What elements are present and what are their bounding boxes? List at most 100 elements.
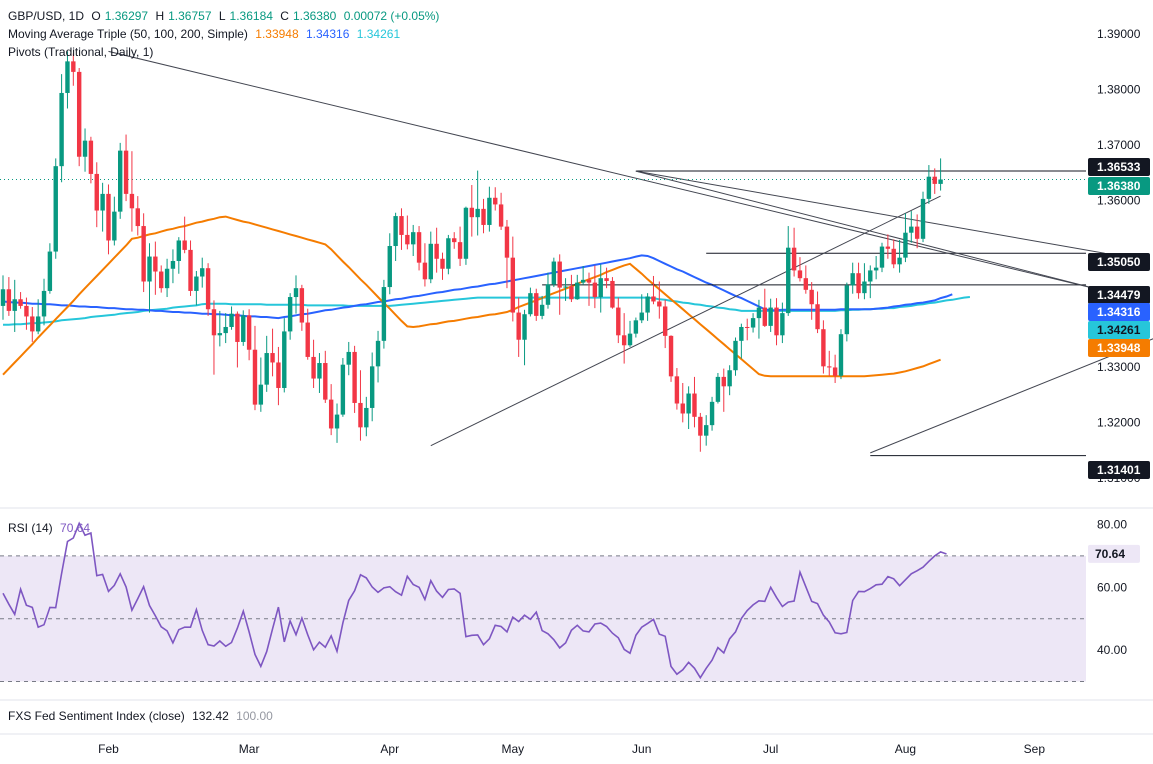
candle-body	[440, 258, 445, 269]
candle-body	[211, 309, 217, 336]
price-label-badge	[1088, 461, 1150, 479]
pivots-legend[interactable]: Pivots (Traditional, Daily, 1)	[8, 44, 157, 60]
high-label: H	[155, 9, 165, 23]
price-axis[interactable]: 1.39000 1.38000 1.37000 1.36000 1.33000 1.320…	[1088, 27, 1150, 485]
trendline	[108, 50, 1105, 292]
candle-body	[557, 261, 562, 288]
candle-body	[909, 226, 914, 233]
price-grid	[0, 507, 1153, 735]
candle-body	[164, 268, 170, 289]
price-tick-label: 1.32000	[1097, 415, 1141, 429]
time-tick-label: Mar	[239, 742, 260, 756]
price-label-badge	[1088, 321, 1150, 339]
symbol-label[interactable]: GBP/USD, 1D	[8, 9, 85, 23]
candle-body	[510, 257, 516, 313]
candle-body	[35, 316, 41, 332]
candle-body	[545, 284, 551, 305]
price-label-badge	[1088, 303, 1150, 321]
candle-body	[498, 204, 504, 227]
candle-body	[153, 256, 158, 272]
close-label: C	[280, 9, 289, 23]
candle-body	[399, 216, 404, 235]
candle-body	[76, 71, 82, 157]
ohlc-legend: GBP/USD, 1D O 1.36297 H 1.36757 L 1.36184 C…	[8, 8, 443, 24]
candle-body	[293, 288, 299, 298]
low-label: L	[218, 9, 226, 23]
candle-body	[71, 61, 76, 72]
change-value: 0.00072 (+0.05%)	[343, 9, 440, 23]
rsi-value: 70.64	[60, 521, 91, 535]
candle-body	[416, 232, 422, 263]
rsi-legend[interactable]: RSI (14) 70.64	[8, 520, 94, 536]
candle-body	[504, 226, 510, 258]
candle-body	[24, 305, 29, 317]
candle-body	[41, 290, 47, 317]
candle-body	[733, 340, 738, 371]
candle-body	[47, 251, 53, 291]
price-label-badge	[1088, 286, 1150, 304]
candle-body	[692, 393, 697, 417]
candle-body	[387, 246, 392, 288]
candle-body	[411, 232, 416, 245]
candle-body	[282, 331, 287, 388]
candle-body	[627, 333, 633, 346]
rsi-pane	[0, 521, 1086, 682]
rsi-tick-label: 80.00	[1097, 518, 1127, 532]
time-tick-label: Aug	[895, 742, 916, 756]
pivots-label: Pivots (Traditional, Daily, 1)	[8, 45, 154, 59]
candle-body	[246, 315, 252, 350]
candle-body	[873, 267, 879, 271]
price-tick-label: 1.39000	[1097, 27, 1141, 41]
candle-body	[920, 198, 926, 239]
open-value: 1.36297	[104, 9, 149, 23]
candle-body	[317, 363, 322, 379]
price-label-text: 1.34479	[1097, 288, 1141, 302]
candle-body	[715, 376, 721, 402]
candle-body	[680, 403, 685, 414]
candle-body	[59, 92, 64, 167]
rsi-label-text: 70.64	[1095, 547, 1125, 561]
rsi-axis[interactable]: 80.00 60.00 40.00 70.64	[1088, 518, 1140, 658]
candle-body	[932, 176, 937, 184]
fxs-legend[interactable]: FXS Fed Sentiment Index (close) 132.42 1…	[8, 708, 277, 724]
candle-body	[739, 326, 744, 341]
candle-body	[6, 289, 12, 311]
candle-body	[762, 307, 767, 326]
candle-body	[205, 268, 211, 310]
candle-body	[774, 307, 779, 336]
candle-body	[334, 414, 340, 429]
trendline	[430, 195, 941, 447]
close-value: 1.36380	[292, 9, 337, 23]
price-label-text: 1.31401	[1097, 463, 1141, 477]
time-axis[interactable]: Feb Mar Apr May Jun Jul Aug Sep	[98, 742, 1045, 756]
candle-body	[610, 280, 615, 308]
candle-body	[704, 425, 709, 436]
candle-body	[82, 140, 88, 157]
price-label-badge	[1088, 158, 1150, 176]
open-label: O	[91, 9, 101, 23]
candle-body	[94, 173, 99, 211]
candle-body	[0, 289, 6, 306]
high-value: 1.36757	[168, 9, 212, 23]
candle-body	[745, 326, 750, 328]
price-tick-label: 1.36000	[1097, 194, 1141, 208]
candle-body	[797, 270, 803, 279]
candle-body	[926, 176, 932, 199]
ma-legend[interactable]: Moving Average Triple (50, 100, 200, Sim…	[8, 26, 404, 42]
candle-body	[850, 273, 855, 286]
candle-body	[651, 296, 656, 302]
candle-body	[868, 270, 873, 282]
trendline	[635, 170, 1105, 254]
candle-body	[938, 179, 943, 184]
candle-body	[305, 322, 310, 357]
candlesticks	[0, 51, 943, 452]
trendlines	[0, 50, 1153, 457]
time-tick-label: May	[501, 742, 524, 756]
fxs-value-2: 100.00	[236, 709, 273, 723]
ma200-line	[3, 296, 971, 326]
candle-body	[903, 232, 908, 258]
candle-body	[768, 307, 773, 326]
ma100-value: 1.34316	[306, 27, 350, 41]
candle-body	[159, 271, 164, 289]
